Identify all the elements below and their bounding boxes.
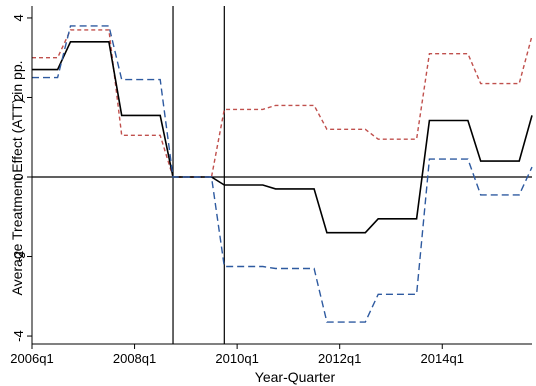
x-tick-label: 2014q1 — [421, 351, 464, 366]
y-axis-title: Average Treatment Effect (ATT) in pp. — [9, 61, 25, 296]
y-tick-label: 0 — [11, 173, 26, 180]
x-tick-label: 2010q1 — [215, 351, 258, 366]
x-tick-label: 2008q1 — [113, 351, 156, 366]
x-tick-label: 2006q1 — [10, 351, 53, 366]
y-tick-label: 4 — [11, 14, 26, 21]
x-axis-title: Year-Quarter — [255, 369, 336, 385]
series-line-1 — [32, 29, 533, 178]
y-tick-label: -4 — [11, 330, 26, 342]
x-tick-label: 2012q1 — [318, 351, 361, 366]
series-line-2 — [32, 41, 533, 234]
y-tick-label: 2 — [11, 94, 26, 101]
series-line-3 — [32, 25, 533, 323]
y-tick-label: -2 — [11, 251, 26, 263]
